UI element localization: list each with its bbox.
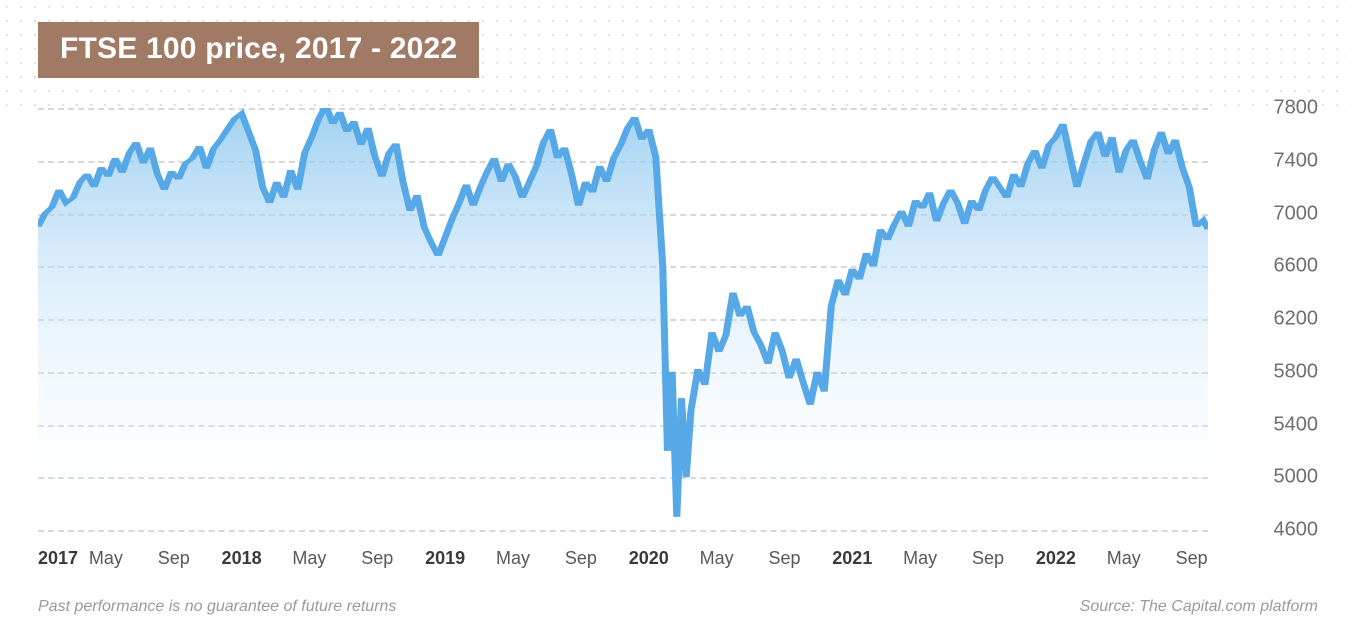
x-tick-label: May: [89, 548, 123, 569]
x-tick-label: 2020: [629, 548, 669, 569]
x-tick-label: 2021: [832, 548, 872, 569]
x-tick-label: Sep: [565, 548, 597, 569]
x-tick-label: May: [496, 548, 530, 569]
y-tick-label: 5000: [1274, 466, 1319, 489]
grid-line: [38, 530, 1208, 532]
y-tick-label: 4600: [1274, 519, 1319, 542]
source-text: Source: The Capital.com platform: [1080, 598, 1318, 616]
x-tick-label: Sep: [972, 548, 1004, 569]
x-tick-label: May: [700, 548, 734, 569]
y-tick-label: 7400: [1274, 149, 1319, 172]
y-tick-label: 5800: [1274, 360, 1319, 383]
area-chart-svg: [38, 108, 1208, 530]
area-fill: [38, 108, 1208, 530]
x-tick-label: Sep: [1176, 548, 1208, 569]
y-axis: 460050005400580062006600700074007800: [1218, 108, 1318, 530]
y-tick-label: 5400: [1274, 413, 1319, 436]
x-axis: 2017 May Sep 2018 May Sep 2019 May Sep 2020 May Sep…: [38, 540, 1208, 574]
x-tick-label: May: [903, 548, 937, 569]
disclaimer-text: Past performance is no guarantee of futu…: [38, 598, 396, 616]
y-tick-label: 7800: [1274, 97, 1319, 120]
x-tick-label: Sep: [361, 548, 393, 569]
x-tick-label: 2019: [425, 548, 465, 569]
y-tick-label: 7000: [1274, 202, 1319, 225]
chart-plot-area: [38, 108, 1208, 530]
x-tick-label: Sep: [768, 548, 800, 569]
x-tick-label: Sep: [158, 548, 190, 569]
chart-container: FTSE 100 price, 2017 - 2022 4600 5000 5400…: [0, 0, 1350, 630]
x-tick-label: May: [1107, 548, 1141, 569]
y-tick-label: 6200: [1274, 308, 1319, 331]
x-tick-label: May: [292, 548, 326, 569]
x-tick-label: 2022: [1036, 548, 1076, 569]
chart-title: FTSE 100 price, 2017 - 2022: [38, 22, 479, 78]
x-tick-label: 2017: [38, 548, 78, 569]
y-tick-label: 6600: [1274, 255, 1319, 278]
x-tick-label: 2018: [222, 548, 262, 569]
chart-footer: Past performance is no guarantee of futu…: [38, 598, 1318, 616]
